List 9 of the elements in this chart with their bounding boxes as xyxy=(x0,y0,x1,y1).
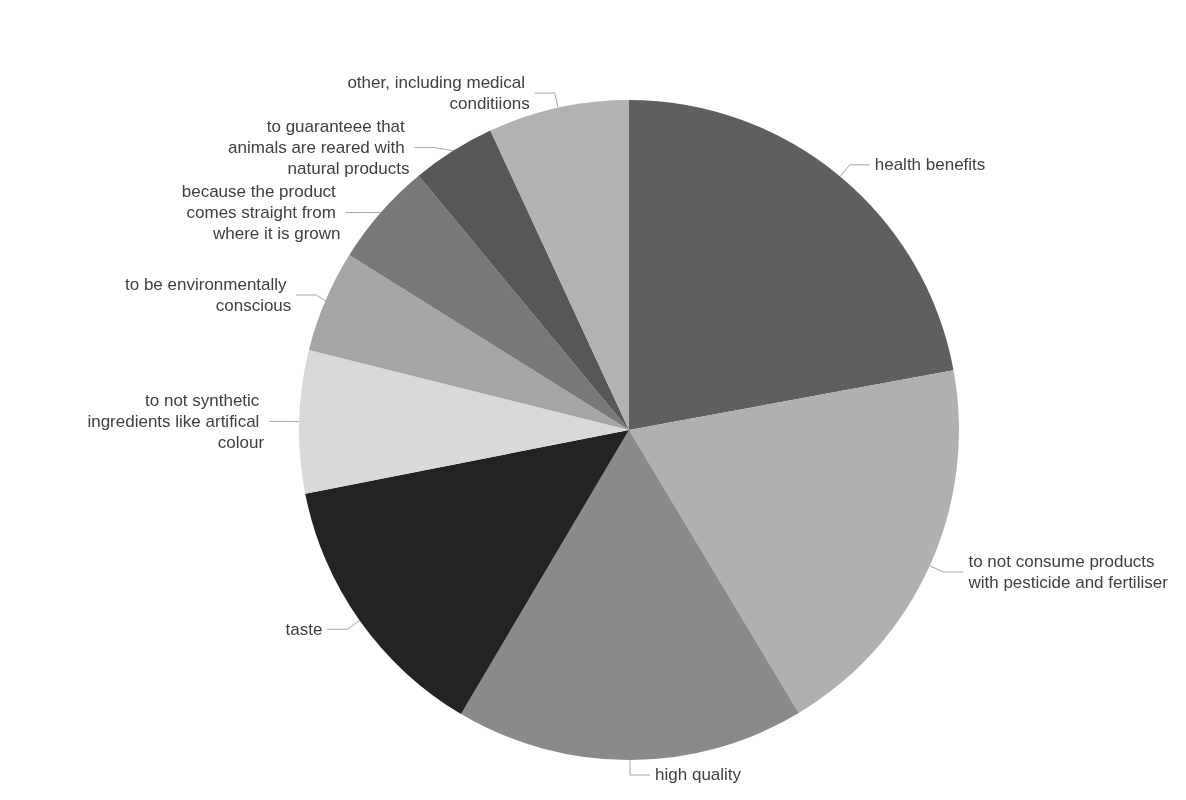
slice-label: taste xyxy=(285,619,323,639)
slice-label: to be environmentally conscious xyxy=(125,274,292,315)
slice-label: other, including medical conditiions xyxy=(347,73,530,114)
slice-label: high quality xyxy=(655,765,742,785)
slice-label: because the product comes straight from where it is grown xyxy=(181,182,341,244)
slice-label: health benefits xyxy=(874,155,986,175)
slice-label: to not synthetic ingredients like artifical colour xyxy=(87,390,265,452)
slice-label: to not consume products with pesticide and fertiliser xyxy=(967,551,1169,592)
slice-label: to guaranteee that animals are reared with natural products xyxy=(228,117,410,179)
